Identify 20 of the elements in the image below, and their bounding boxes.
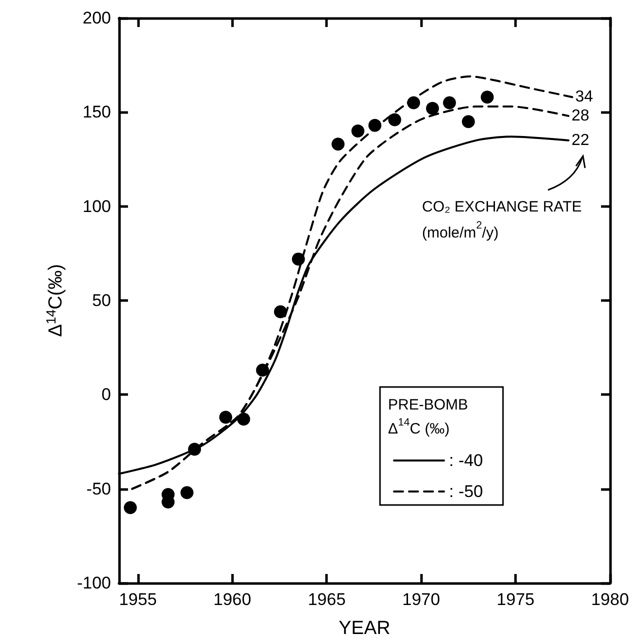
y-tick-label: 150 (82, 102, 111, 122)
legend-label: : -50 (449, 482, 484, 501)
legend-label: : -40 (449, 451, 484, 470)
y-tick-label: 200 (82, 8, 111, 28)
annotation: 28 (571, 107, 590, 124)
annotation: 34 (575, 88, 594, 106)
x-axis-title: YEAR (338, 618, 390, 639)
x-tick-label: 1970 (402, 590, 440, 609)
y-tick-label: 0 (102, 385, 111, 404)
x-tick-label: 1975 (496, 590, 534, 609)
x-tick-label: 1965 (308, 590, 346, 609)
y-tick-label: -100 (76, 574, 111, 592)
y-tick-label: -50 (86, 479, 111, 498)
y-tick-label: 100 (82, 196, 111, 216)
x-tick-label: 1955 (118, 590, 157, 609)
y-axis-title: Δ14C(‰) (44, 264, 66, 337)
x-tick-label: 1980 (591, 590, 629, 609)
x-tick-label: 1960 (213, 590, 252, 609)
y-tick-label: 50 (92, 291, 111, 310)
annotation: 22 (571, 132, 590, 149)
